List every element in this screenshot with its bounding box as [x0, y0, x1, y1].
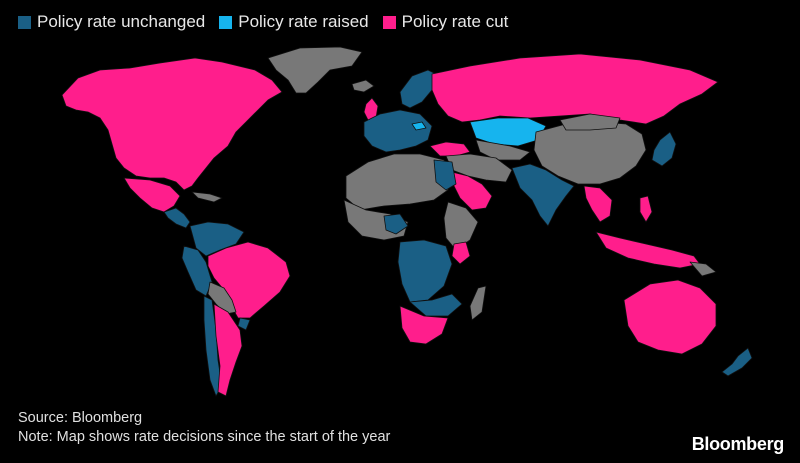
- region-western-europe: [363, 109, 433, 153]
- region-hungary: [411, 121, 427, 131]
- region-peru: [181, 245, 213, 297]
- legend-swatch-unchanged: [18, 15, 31, 29]
- region-north-america: [61, 57, 283, 191]
- legend-label-cut: Policy rate cut: [401, 12, 509, 31]
- region-iceland: [351, 79, 375, 93]
- region-south-africa: [399, 305, 449, 345]
- region-india: [511, 163, 575, 227]
- region-saudi-arabia: [451, 171, 493, 211]
- region-greenland: [267, 46, 363, 94]
- region-uruguay: [237, 317, 251, 331]
- region-papua-new-guinea: [689, 261, 717, 277]
- region-mongolia: [559, 113, 621, 131]
- region-central-asia: [475, 139, 531, 161]
- region-middle-east: [445, 153, 513, 183]
- world-map: [0, 40, 800, 405]
- region-central-africa: [397, 239, 453, 303]
- legend-swatch-raised: [219, 15, 233, 29]
- region-caribbean: [191, 191, 223, 203]
- region-turkey: [429, 141, 471, 157]
- region-kenya: [451, 241, 471, 265]
- region-philippines: [639, 195, 653, 223]
- region-new-zealand: [721, 347, 753, 377]
- region-colombia-venezuela: [189, 221, 245, 257]
- source-text: Source: Bloomberg: [18, 410, 143, 426]
- region-se-asia: [583, 185, 613, 223]
- region-russia: [431, 53, 719, 125]
- legend-item-cut: Policy rate cut: [382, 11, 509, 33]
- region-madagascar: [469, 285, 487, 321]
- legend-item-unchanged: Policy rate unchanged: [18, 11, 205, 33]
- region-japan: [651, 131, 677, 167]
- note-text: Note: Map shows rate decisions since the…: [18, 429, 391, 445]
- legend-swatch-cut: [382, 15, 396, 29]
- region-australia: [623, 279, 717, 355]
- legend: Policy rate unchanged Policy rate raised…: [18, 11, 508, 33]
- world-map-svg: [61, 46, 753, 397]
- region-central-america: [163, 207, 191, 229]
- region-mexico: [123, 177, 181, 213]
- region-egypt: [433, 159, 457, 191]
- legend-item-raised: Policy rate raised: [219, 11, 369, 33]
- region-indonesia: [595, 231, 701, 269]
- bloomberg-logo: Bloomberg: [691, 434, 785, 454]
- region-bolivia-paraguay: [207, 281, 237, 315]
- footnotes: Source: Bloomberg Note: Map shows rate d…: [18, 409, 390, 447]
- legend-label-raised: Policy rate raised: [238, 12, 369, 31]
- region-argentina: [213, 303, 243, 397]
- legend-label-unchanged: Policy rate unchanged: [37, 12, 206, 31]
- region-nigeria: [383, 213, 409, 235]
